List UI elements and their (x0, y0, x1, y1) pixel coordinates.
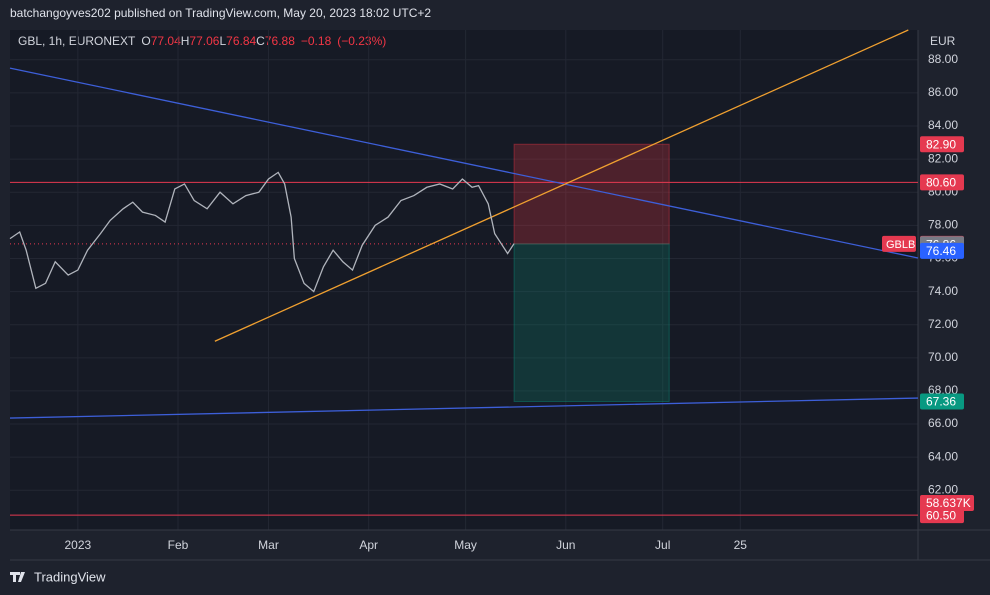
legend-item: O (141, 34, 150, 48)
volume-tag (920, 495, 974, 511)
x-tick-label: 25 (734, 538, 748, 552)
y-tick-label: 70.00 (928, 350, 958, 364)
publish-info: batchangoyves202 published on TradingVie… (10, 6, 431, 20)
y-tick-label: 62.00 (928, 482, 958, 496)
price-tag (920, 242, 964, 259)
brand-logo (10, 572, 25, 582)
legend-item: 76.88 (265, 34, 295, 48)
x-tick-label: Apr (359, 538, 378, 552)
x-tick-label: Mar (258, 538, 279, 552)
brand: TradingView (34, 569, 106, 584)
y-tick-label: 74.00 (928, 284, 958, 298)
legend-item: L (219, 34, 226, 48)
x-tick-label: 2023 (65, 538, 92, 552)
stop-zone (513, 143, 670, 245)
y-tick-label: 84.00 (928, 118, 958, 132)
legend-item: 76.84 (226, 34, 256, 48)
price-tag (920, 136, 964, 153)
price-tag-label: 67.36 (926, 395, 956, 409)
x-tick-label: Jul (655, 538, 670, 552)
price-tag (920, 507, 964, 524)
legend-item: 77.06 (189, 34, 219, 48)
legend-item: (−0.23%) (337, 34, 386, 48)
plot-area (10, 30, 918, 530)
price-tag (920, 393, 964, 410)
trendline (214, 29, 909, 342)
y-tick-label: 88.00 (928, 52, 958, 66)
price-line (9, 171, 515, 293)
y-tick-label: 82.00 (928, 151, 958, 165)
symbol-tag-label: GBLB (886, 239, 915, 251)
currency: EUR (930, 34, 956, 48)
trendline (9, 397, 919, 419)
x-tick-label: Feb (168, 538, 189, 552)
legend-item: C (256, 34, 265, 48)
legend-item: H (181, 34, 190, 48)
price-tag-label: 80.60 (926, 175, 956, 189)
y-tick-label: 86.00 (928, 85, 958, 99)
trendline (9, 67, 919, 259)
volume-tag-label: 58.637K (926, 496, 971, 510)
y-tick-label: 72.00 (928, 317, 958, 331)
symbol-tag (882, 235, 916, 252)
legend-item: −0.18 (301, 34, 332, 48)
target-zone (513, 243, 670, 403)
y-tick-label: 64.00 (928, 449, 958, 463)
price-tag-label: 76.46 (926, 244, 956, 258)
x-tick-label: May (454, 538, 477, 552)
legend-item: GBL, 1h, EURONEXT (18, 34, 136, 48)
price-tag-label: 82.90 (926, 137, 956, 151)
price-tag (920, 174, 964, 191)
x-tick-label: Jun (556, 538, 575, 552)
y-tick-label: 66.00 (928, 416, 958, 430)
legend-item: 77.04 (151, 34, 181, 48)
y-tick-label: 78.00 (928, 218, 958, 232)
price-tag-label: 60.50 (926, 508, 956, 522)
